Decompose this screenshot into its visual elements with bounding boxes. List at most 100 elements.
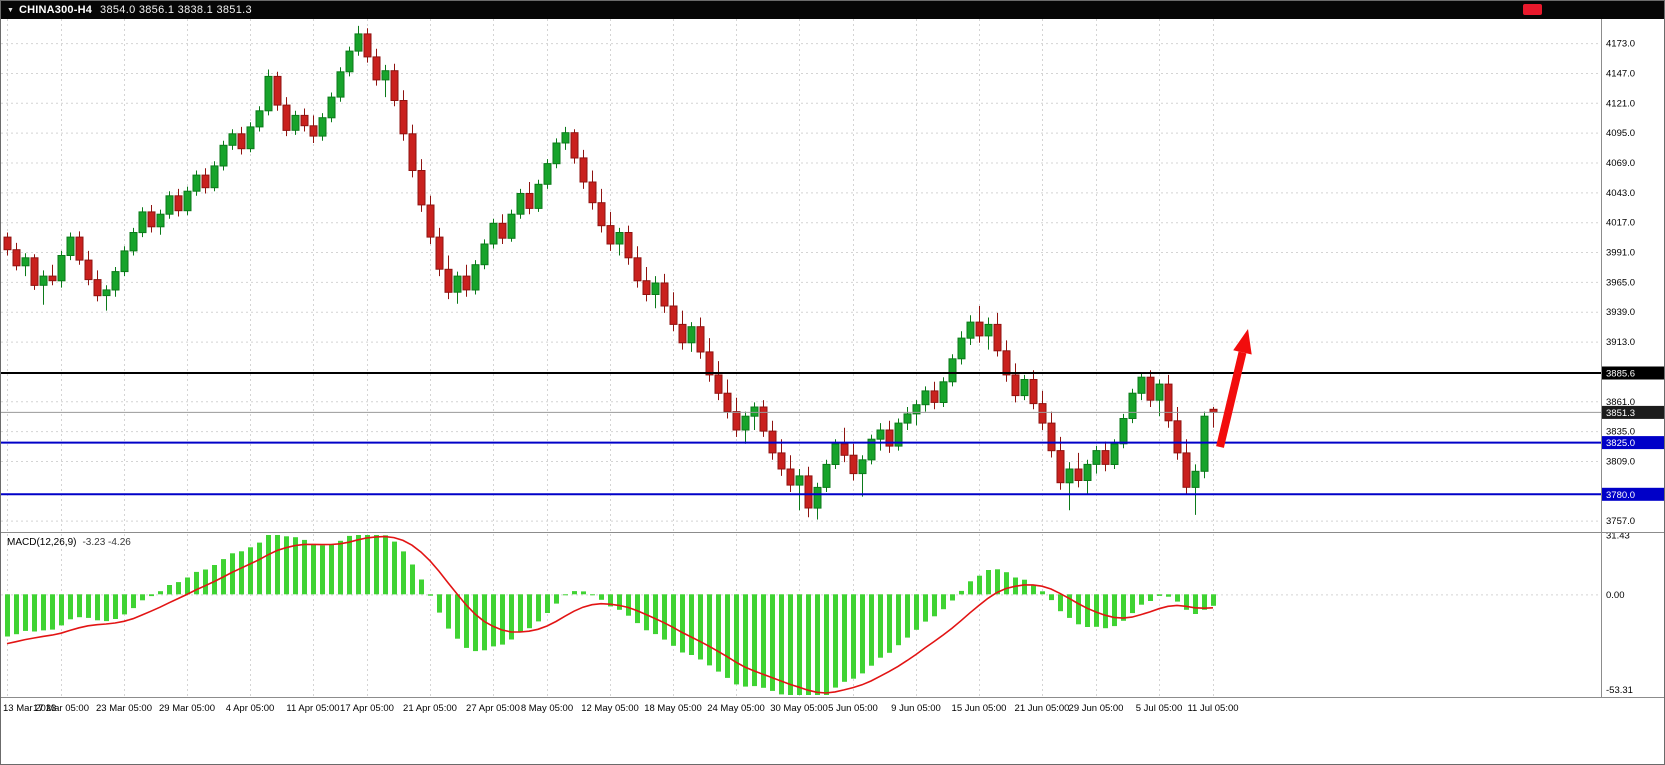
macd-histogram-bar [1076,594,1081,625]
candle [795,469,804,511]
symbol-dropdown-icon[interactable]: ▼ [7,6,14,14]
candle [858,455,867,497]
candle [849,443,858,481]
chart-canvas[interactable]: 3885.6 3851.3 3825.0 3780.0 4173.0 4147.0 4121… [1,19,1665,765]
hlines-layer[interactable]: 3885.6 3851.3 3825.0 3780.0 [1,366,1665,501]
macd-histogram-bar [626,594,631,616]
macd-histogram-bar [1175,594,1180,602]
macd-histogram-bar [572,591,577,595]
macd-histogram-bar [437,594,442,613]
macd-histogram-bar [5,594,10,637]
macd-histogram-bar [239,551,244,595]
red-badge-icon[interactable] [1523,4,1542,15]
macd-histogram-bar [563,594,568,596]
candle [12,242,21,271]
svg-text:-53.31: -53.31 [1606,685,1633,696]
svg-text:21 Apr 05:00: 21 Apr 05:00 [403,703,457,714]
svg-text:4 Apr 05:00: 4 Apr 05:00 [226,703,275,714]
macd-histogram-bar [509,594,514,640]
candle [552,138,561,169]
candles-layer[interactable] [3,25,1218,520]
trend-arrow-shaft[interactable] [1216,351,1247,448]
price-axis[interactable]: 4173.0 4147.0 4121.0 4095.0 4069.0 4043.0 4017… [1606,39,1635,528]
svg-text:3835.0: 3835.0 [1606,427,1635,438]
macd-histogram-bar [230,553,235,595]
macd-histogram-bar [878,594,883,658]
macd-histogram-bar [167,585,172,595]
svg-text:12 May 05:00: 12 May 05:00 [581,703,639,714]
macd-histogram-bar [185,577,190,595]
candle [93,270,102,302]
svg-text:21 Jun 05:00: 21 Jun 05:00 [1015,703,1070,714]
macd-histogram-bar [959,590,964,595]
macd-histogram-bar [797,594,802,695]
svg-text:4095.0: 4095.0 [1606,128,1635,139]
candle [1029,370,1038,410]
svg-text:4121.0: 4121.0 [1606,98,1635,109]
macd-histogram-bar [554,594,559,604]
svg-text:27 Apr 05:00: 27 Apr 05:00 [466,703,520,714]
candle [525,182,534,215]
macd-histogram-bar [869,594,874,666]
svg-text:23 Mar 05:00: 23 Mar 05:00 [96,703,152,714]
candle [516,188,525,219]
macd-histogram-bar [788,594,793,695]
macd-histogram-bar [410,564,415,595]
candle [543,159,552,189]
candle [885,420,894,453]
macd-histogram-bar [662,594,667,640]
candle [813,482,822,520]
candle [1209,406,1218,428]
candle [1200,411,1209,479]
candle [336,67,345,102]
macd-histogram-bar [284,536,289,595]
candle [408,124,417,178]
candle [129,227,138,256]
svg-text:3757.0: 3757.0 [1606,516,1635,527]
macd-histogram-bar [1202,594,1207,610]
macd-histogram-bar [914,594,919,630]
candle [165,191,174,219]
macd-histogram-bar [266,535,271,595]
macd-histogram-bar [842,594,847,682]
candle [750,402,759,430]
macd-values: -3.23 -4.26 [82,537,131,548]
candle [732,397,741,437]
macd-histogram-bar [581,591,586,595]
candle [489,218,498,249]
macd-histogram-bar [401,551,406,595]
svg-text:17 Apr 05:00: 17 Apr 05:00 [340,703,394,714]
macd-histogram-bar [1157,594,1162,596]
macd-histogram-bar [32,594,37,632]
trend-arrow-head[interactable] [1233,329,1252,355]
candle [786,455,795,492]
candle [777,439,786,476]
candle [1047,411,1056,458]
macd-histogram-bar [356,535,361,595]
candle [840,427,849,463]
macd-histogram-bar [1148,594,1153,601]
svg-text:0.00: 0.00 [1606,590,1625,601]
candle [21,253,30,277]
macd-histogram-bar [986,570,991,595]
candle [120,246,129,277]
macd-histogram-bar [1085,594,1090,627]
candle [417,159,426,212]
candle [606,211,615,251]
candle [1002,340,1011,382]
macd-histogram-bar [689,594,694,655]
candle [309,115,318,143]
macd-signal-line [6,535,1214,694]
macd-histogram-bar [824,594,829,695]
macd-layer[interactable] [5,530,1216,702]
candle [561,126,570,150]
macd-histogram-bar [338,540,343,595]
macd-histogram-bar [518,594,523,633]
candle [1164,374,1173,428]
candle [75,231,84,265]
candle [201,168,210,194]
candle [678,310,687,350]
candle [138,207,147,238]
